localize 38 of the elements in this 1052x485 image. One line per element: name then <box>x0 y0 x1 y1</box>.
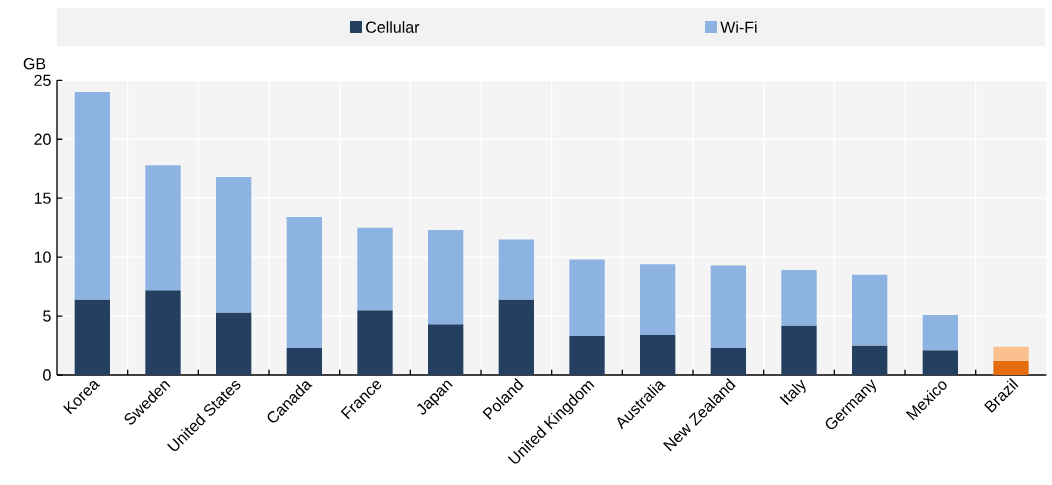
bar <box>145 290 181 375</box>
bar <box>498 299 535 375</box>
bar <box>357 227 393 311</box>
bar <box>781 325 817 375</box>
y-axis-title: GB <box>23 58 46 70</box>
bar <box>357 310 393 375</box>
bar <box>852 345 888 375</box>
bar <box>640 334 676 375</box>
bar <box>428 324 464 375</box>
y-tick-label: 20 <box>34 133 51 145</box>
bar <box>993 360 1029 375</box>
bar <box>74 92 110 300</box>
bar <box>640 264 676 335</box>
bar <box>922 314 959 351</box>
bar <box>569 336 605 375</box>
bar <box>286 217 323 348</box>
bar <box>286 347 323 375</box>
y-tick-label: 5 <box>43 310 51 322</box>
bar <box>145 165 181 291</box>
bar <box>993 346 1029 361</box>
y-tick-label: 10 <box>34 251 51 263</box>
bar <box>922 350 959 375</box>
bar <box>569 259 605 337</box>
bar <box>216 176 252 313</box>
bar <box>74 299 110 375</box>
bar <box>710 347 747 375</box>
bar <box>710 265 747 348</box>
y-tick-label: 15 <box>34 192 51 204</box>
bar <box>428 230 464 325</box>
y-tick-label: 0 <box>43 369 51 381</box>
legend-label: Wi-Fi <box>720 21 757 33</box>
bar <box>852 274 888 346</box>
bar <box>498 239 535 300</box>
x-tick-label: Italy <box>779 379 806 406</box>
bar <box>216 312 252 375</box>
legend-label: Cellular <box>366 21 420 33</box>
bar <box>781 270 817 326</box>
y-tick-label: 25 <box>34 74 51 86</box>
